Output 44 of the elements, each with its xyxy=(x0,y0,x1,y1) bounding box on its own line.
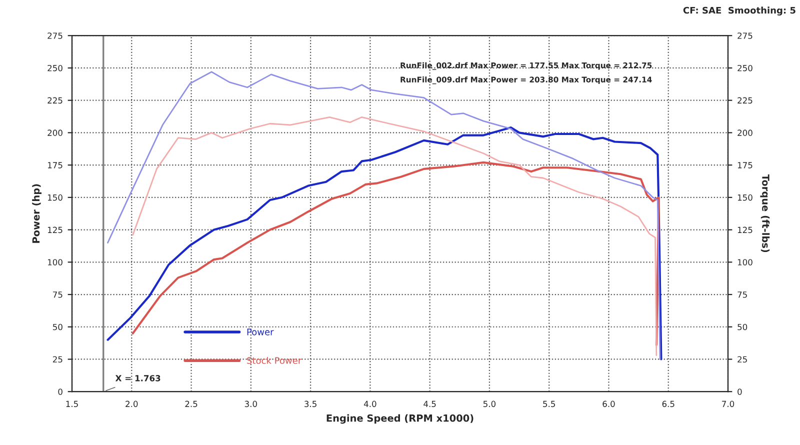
x-tick-label: 5.5 xyxy=(543,400,555,408)
y2-tick-label: 200 xyxy=(738,130,752,136)
x-tick-label: 2.5 xyxy=(185,400,198,408)
x-tick-label: 6.0 xyxy=(602,400,615,408)
y-tick-label: 150 xyxy=(48,194,62,201)
x-tick-label: 6.5 xyxy=(662,400,674,408)
y-tick-label: 250 xyxy=(48,64,62,72)
y-tick-label: 25 xyxy=(52,356,62,363)
y2-tick-label: 100 xyxy=(738,259,752,266)
y-axis-title: Power (hp) xyxy=(32,184,42,243)
y-tick-label: 175 xyxy=(48,162,62,168)
y2-tick-label: 250 xyxy=(738,64,752,72)
y2-tick-label: 225 xyxy=(738,97,752,104)
y2-axis-title: Torque (ft-lbs) xyxy=(760,174,770,252)
y2-tick-label: 25 xyxy=(738,356,747,363)
y-tick-label: 200 xyxy=(48,130,62,136)
ref-line-label: X = 1.763 xyxy=(115,375,160,382)
y-tick-label: 100 xyxy=(48,259,62,266)
y2-tick-label: 0 xyxy=(738,388,742,395)
y-tick-label: 50 xyxy=(53,324,62,330)
text: Power xyxy=(247,328,274,336)
line-series xyxy=(132,161,660,346)
y2-tick-label: 175 xyxy=(738,162,752,168)
text: CF: SAE Smoothing: 5 xyxy=(683,6,796,16)
x-tick-label: 2.0 xyxy=(126,400,138,408)
y2-tick-label: 275 xyxy=(738,32,752,39)
x-tick-label: 7.0 xyxy=(722,400,734,408)
x-tick-label: 4.5 xyxy=(424,400,436,408)
y-tick-label: 0 xyxy=(58,388,62,395)
x-tick-label: 3.0 xyxy=(244,400,257,408)
x-tick-label: 3.5 xyxy=(304,400,316,408)
y-tick-label: 225 xyxy=(48,97,62,104)
y2-tick-label: 150 xyxy=(738,194,752,201)
y-tick-label: 75 xyxy=(53,292,62,298)
y2-tick-label: 75 xyxy=(738,292,747,298)
x-axis-title: Engine Speed (RPM x1000) xyxy=(326,414,474,424)
y-tick-label: 125 xyxy=(48,226,62,234)
x-tick-label: 4.0 xyxy=(364,400,376,408)
y2-tick-label: 125 xyxy=(738,226,752,234)
y-tick-label: 275 xyxy=(48,32,62,39)
x-tick-label: 5.0 xyxy=(483,400,496,408)
text: Stock Power xyxy=(247,356,302,364)
x-tick-label: 1.5 xyxy=(66,400,78,408)
y2-tick-label: 50 xyxy=(738,324,748,330)
